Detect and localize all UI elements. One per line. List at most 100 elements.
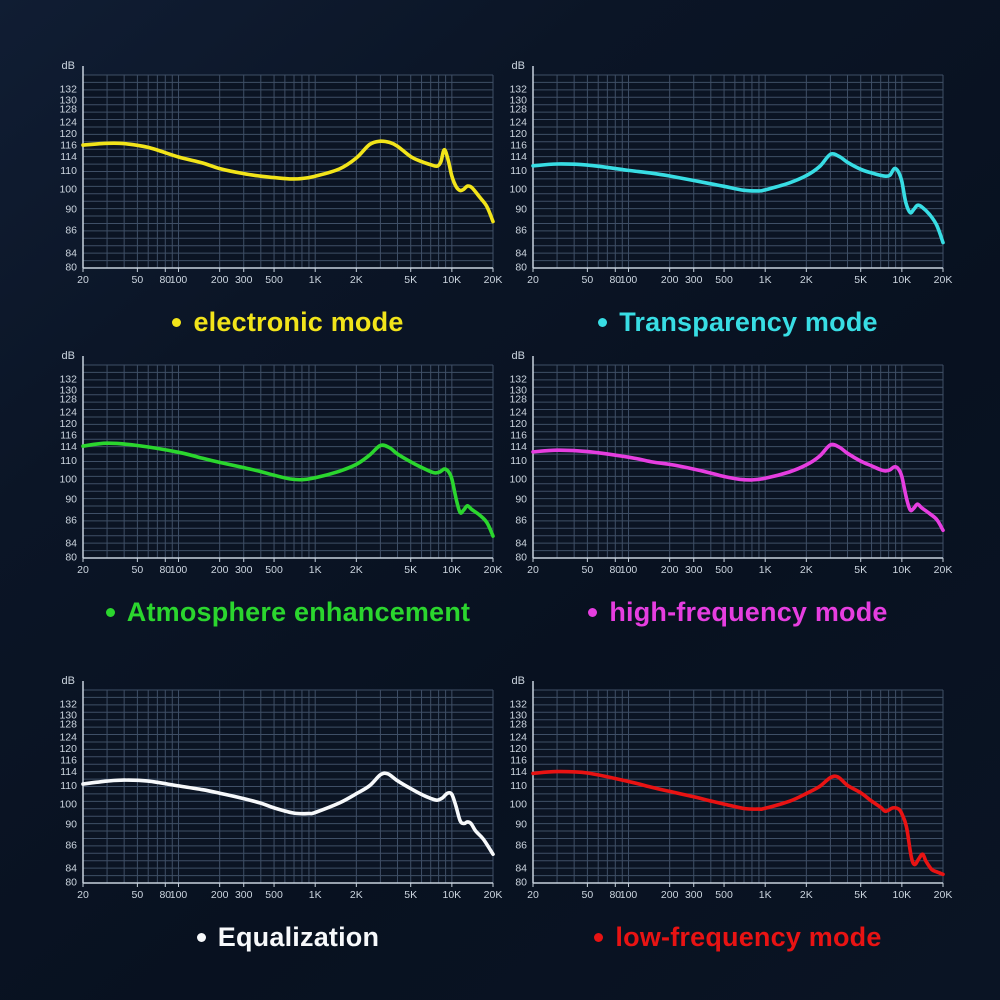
x-tick-label: 1K <box>759 274 772 286</box>
y-tick-label: 84 <box>65 247 77 259</box>
y-tick-label: 124 <box>59 116 77 128</box>
chart-cell-low-frequency-mode: 20 50 80 100 200 300 500 1K 2K 5K 10K 20K 132 130 128 1… <box>500 675 955 965</box>
x-tick-label: 10K <box>893 564 912 576</box>
y-tick-label: 100 <box>509 798 527 810</box>
x-tick-label: 5K <box>404 889 417 901</box>
y-tick-label: 128 <box>509 718 527 730</box>
x-tick-label: 300 <box>685 274 703 286</box>
y-tick-label: 110 <box>60 165 77 177</box>
frequency-response-curve <box>81 139 495 224</box>
x-tick-label: 50 <box>582 564 594 576</box>
y-tick-label: 80 <box>65 552 77 564</box>
mode-label: Transparency mode <box>533 302 943 342</box>
y-axis-unit-label: dB <box>512 675 525 687</box>
chart-cell-high-frequency-mode: 20 50 80 100 200 300 500 1K 2K 5K 10K 20K 132 130 128 1… <box>500 350 955 640</box>
y-tick-label: 84 <box>65 862 77 874</box>
x-tick-label: 500 <box>715 889 733 901</box>
y-tick-label: 124 <box>509 406 527 418</box>
y-tick-label: 116 <box>60 755 77 767</box>
x-tick-label: 500 <box>715 564 733 576</box>
y-tick-label: 128 <box>59 103 77 115</box>
mode-label-text: Equalization <box>217 921 380 952</box>
mode-bullet-icon <box>196 932 206 942</box>
frequency-response-curve <box>531 442 945 533</box>
x-tick-label: 50 <box>132 274 144 286</box>
y-tick-label: 120 <box>509 128 527 140</box>
y-tick-label: 120 <box>509 418 527 430</box>
y-tick-label: 132 <box>59 84 77 96</box>
x-tick-label: 5K <box>854 274 867 286</box>
y-tick-label: 110 <box>510 455 527 467</box>
x-tick-label: 2K <box>350 889 363 901</box>
y-tick-label: 84 <box>65 537 77 549</box>
y-tick-label: 114 <box>60 151 77 163</box>
x-tick-label: 20 <box>77 564 89 576</box>
y-tick-label: 100 <box>509 473 527 485</box>
x-tick-label: 20 <box>77 889 89 901</box>
y-tick-label: 86 <box>65 514 77 526</box>
mode-bullet-icon <box>598 317 608 327</box>
x-tick-label: 200 <box>211 274 229 286</box>
mode-label-text: low-frequency mode <box>615 921 882 952</box>
y-tick-label: 90 <box>65 818 77 830</box>
y-tick-label: 86 <box>65 224 77 236</box>
y-tick-label: 120 <box>59 128 77 140</box>
x-tick-label: 500 <box>265 564 283 576</box>
x-tick-label: 1K <box>759 889 772 901</box>
chart-cell-equalization: 20 50 80 100 200 300 500 1K 2K 5K 10K 20K 132 130 128 1… <box>50 675 505 965</box>
frequency-response-curve <box>531 769 945 877</box>
x-tick-label: 20K <box>484 564 503 576</box>
x-tick-label: 100 <box>620 274 638 286</box>
x-tick-label: 1K <box>309 274 322 286</box>
mode-bullet-icon <box>105 607 115 617</box>
y-axis-unit-label: dB <box>62 350 75 362</box>
x-tick-label: 300 <box>235 564 253 576</box>
chart-cell-transparency-mode: 20 50 80 100 200 300 500 1K 2K 5K 10K 20K 132 130 128 1… <box>500 60 955 350</box>
mode-label-text: high-frequency mode <box>609 596 888 627</box>
y-tick-label: 130 <box>59 385 77 397</box>
y-tick-label: 100 <box>509 183 527 195</box>
y-tick-label: 116 <box>60 140 77 152</box>
y-tick-label: 114 <box>60 766 77 778</box>
y-tick-label: 84 <box>515 862 527 874</box>
x-tick-label: 80 <box>609 564 621 576</box>
frequency-response-curve <box>531 152 945 245</box>
y-tick-label: 90 <box>515 493 527 505</box>
x-tick-label: 20K <box>484 889 503 901</box>
x-tick-label: 10K <box>893 274 912 286</box>
x-tick-label: 500 <box>265 889 283 901</box>
mode-label-text: Atmosphere enhancement <box>126 596 471 627</box>
y-tick-label: 130 <box>509 95 527 107</box>
x-tick-label: 500 <box>715 274 733 286</box>
mode-label: electronic mode <box>83 302 493 342</box>
y-tick-label: 124 <box>509 731 527 743</box>
y-tick-label: 116 <box>510 755 527 767</box>
x-tick-label: 200 <box>661 564 679 576</box>
y-tick-label: 110 <box>510 165 527 177</box>
x-tick-label: 100 <box>170 889 188 901</box>
x-tick-label: 1K <box>759 564 772 576</box>
x-tick-label: 200 <box>211 564 229 576</box>
y-tick-label: 90 <box>515 818 527 830</box>
x-tick-label: 200 <box>661 889 679 901</box>
mode-label-text: electronic mode <box>193 306 404 337</box>
mode-label: high-frequency mode <box>533 592 943 632</box>
y-tick-label: 132 <box>59 699 77 711</box>
x-tick-label: 1K <box>309 889 322 901</box>
y-tick-label: 110 <box>510 780 527 792</box>
x-tick-label: 80 <box>159 889 171 901</box>
x-tick-label: 2K <box>800 564 813 576</box>
x-tick-label: 10K <box>893 889 912 901</box>
y-tick-label: 120 <box>59 418 77 430</box>
x-tick-label: 5K <box>404 564 417 576</box>
frequency-response-curve <box>81 441 495 538</box>
y-tick-label: 80 <box>515 552 527 564</box>
x-tick-label: 100 <box>170 274 188 286</box>
y-tick-label: 132 <box>509 699 527 711</box>
mode-bullet-icon <box>172 317 182 327</box>
